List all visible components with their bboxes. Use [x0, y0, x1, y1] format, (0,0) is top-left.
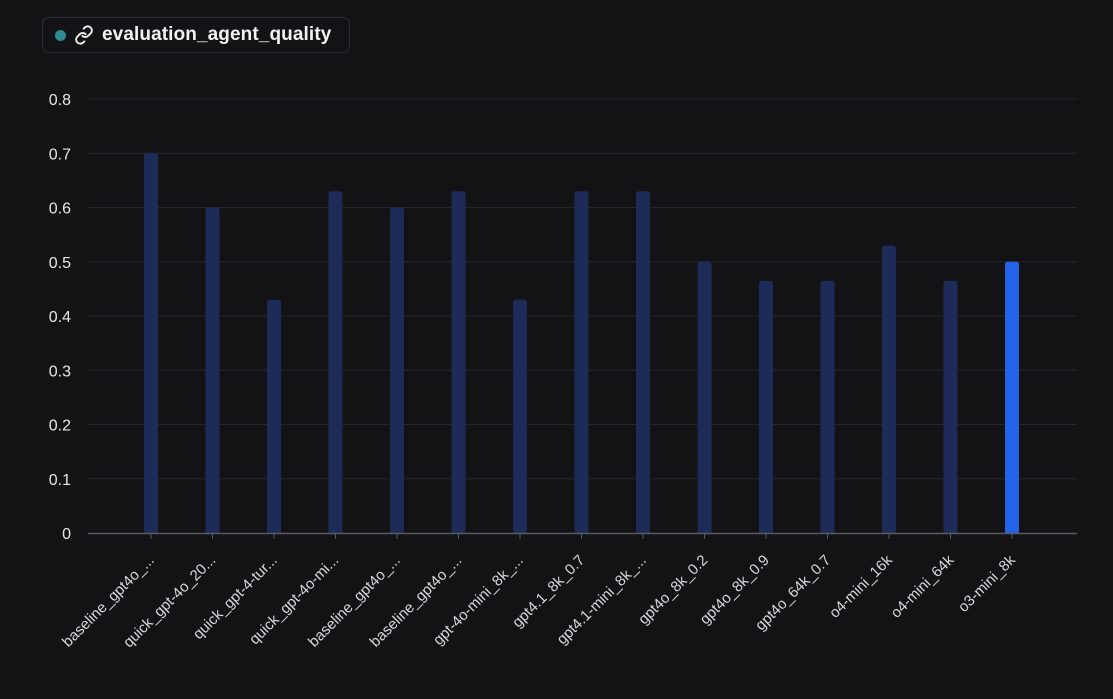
y-tick-label: 0.3 — [49, 363, 71, 380]
x-tick-label: o4-mini_16k — [826, 551, 896, 621]
bar-2[interactable] — [267, 299, 281, 533]
bar-11[interactable] — [820, 280, 835, 533]
y-tick-label: 0.5 — [49, 255, 71, 272]
y-tick-label: 0 — [62, 526, 71, 543]
y-tick-label: 0.7 — [49, 146, 71, 163]
bar-6[interactable] — [513, 299, 527, 533]
legend-item[interactable]: evaluation_agent_quality — [42, 17, 351, 53]
bar-14[interactable] — [1005, 261, 1019, 533]
link-icon — [75, 25, 93, 45]
bar-3[interactable] — [328, 191, 343, 533]
y-axis-ticks: 0 0.1 0.2 0.3 0.4 0.5 0.6 0.7 0.8 — [49, 92, 71, 543]
x-axis — [88, 532, 1077, 539]
legend-label: evaluation_agent_quality — [102, 24, 332, 45]
y-tick-label: 0.1 — [49, 472, 71, 489]
bar-9[interactable] — [697, 261, 712, 533]
bar-4[interactable] — [390, 207, 404, 534]
bar-13[interactable] — [943, 280, 958, 533]
x-tick-label: o4-mini_64k — [888, 551, 958, 621]
bar-7[interactable] — [574, 191, 589, 533]
bar-0[interactable] — [144, 153, 158, 533]
bar-10[interactable] — [759, 280, 773, 533]
bar-12[interactable] — [882, 245, 896, 533]
y-tick-label: 0.8 — [49, 92, 71, 109]
bar-8[interactable] — [636, 191, 650, 533]
bar-5[interactable] — [451, 191, 466, 533]
x-tick-label: o3-mini_8k — [955, 551, 1019, 615]
bar-1[interactable] — [205, 207, 220, 534]
bars — [144, 153, 1019, 533]
y-tick-label: 0.4 — [49, 309, 71, 326]
x-axis-ticks: baseline_gpt4o_...quick_gpt-4o_20...quic… — [59, 551, 1019, 651]
y-tick-label: 0.6 — [49, 201, 71, 218]
y-tick-label: 0.2 — [49, 418, 71, 435]
legend-dot — [55, 29, 66, 41]
